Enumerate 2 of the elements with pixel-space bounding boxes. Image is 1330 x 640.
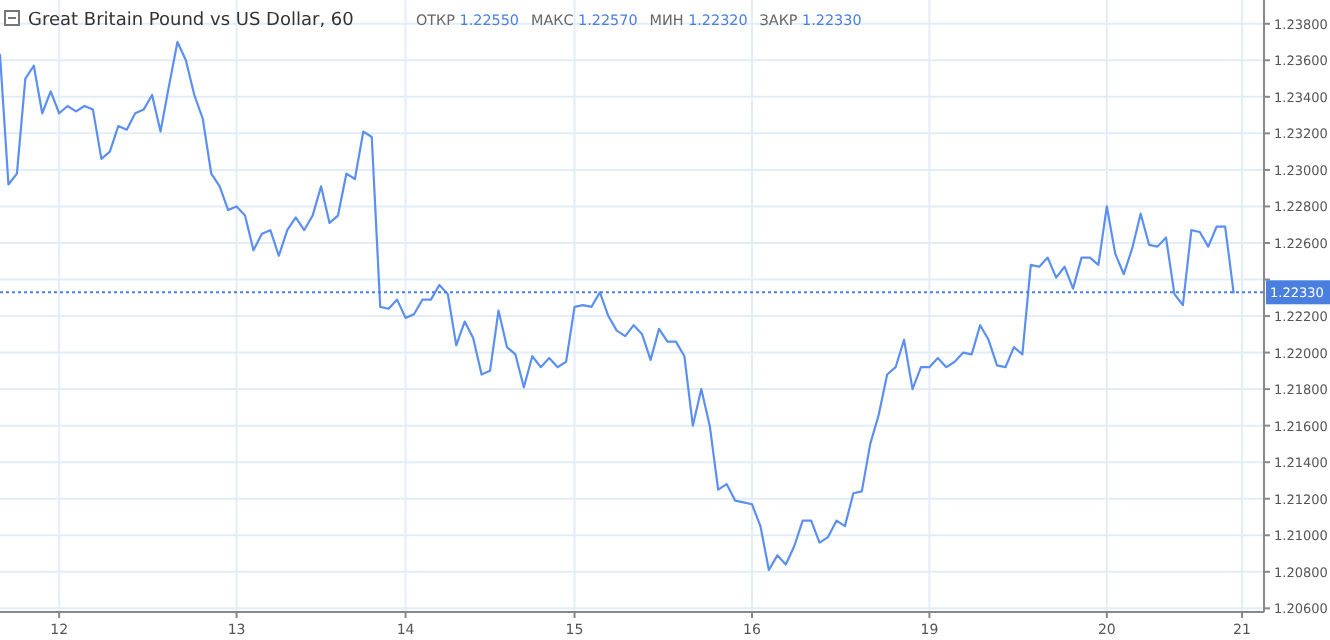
line-series: [0, 40, 1235, 572]
text: Great Britain Pound vs US Dollar, 60: [28, 11, 355, 31]
